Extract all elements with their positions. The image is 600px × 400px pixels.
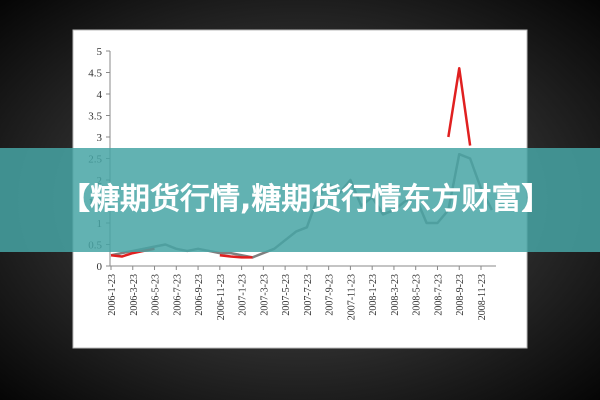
y-tick-label: 4.5 [88,68,102,80]
x-tick-label: 2007-5-23 [281,274,292,316]
y-tick-label: 5 [97,46,103,58]
x-tick-label: 2007-7-23 [303,274,314,316]
x-tick-label: 2007-11-23 [346,274,357,320]
x-tick-label: 2006-3-23 [129,274,140,316]
x-tick-label: 2006-7-23 [172,274,183,316]
y-tick-label: 3 [97,132,103,144]
y-tick-label: 0 [97,261,103,273]
x-tick-label: 2008-3-23 [390,274,401,316]
x-tick-label: 2006-1-23 [107,274,118,316]
x-tick-label: 2006-11-23 [216,274,227,320]
banner: 【糖期货行情,糖期货行情东方财富】 [0,148,600,252]
x-tick-label: 2008-9-23 [455,274,466,316]
x-tick-label: 2008-5-23 [412,274,423,316]
y-tick-label: 4 [97,89,103,101]
x-tick-label: 2006-5-23 [151,274,162,316]
x-tick-label: 2007-1-23 [238,274,249,316]
y-tick-label: 3.5 [88,111,102,123]
banner-text: 【糖期货行情,糖期货行情东方财富】 [60,182,552,217]
x-tick-label: 2006-9-23 [194,274,205,316]
x-tick-label: 2008-7-23 [433,274,444,316]
x-tick-label: 2007-9-23 [325,274,336,316]
x-tick-label: 2008-1-23 [368,274,379,316]
x-tick-label: 2007-3-23 [259,274,270,316]
x-tick-label: 2008-11-23 [477,274,488,320]
